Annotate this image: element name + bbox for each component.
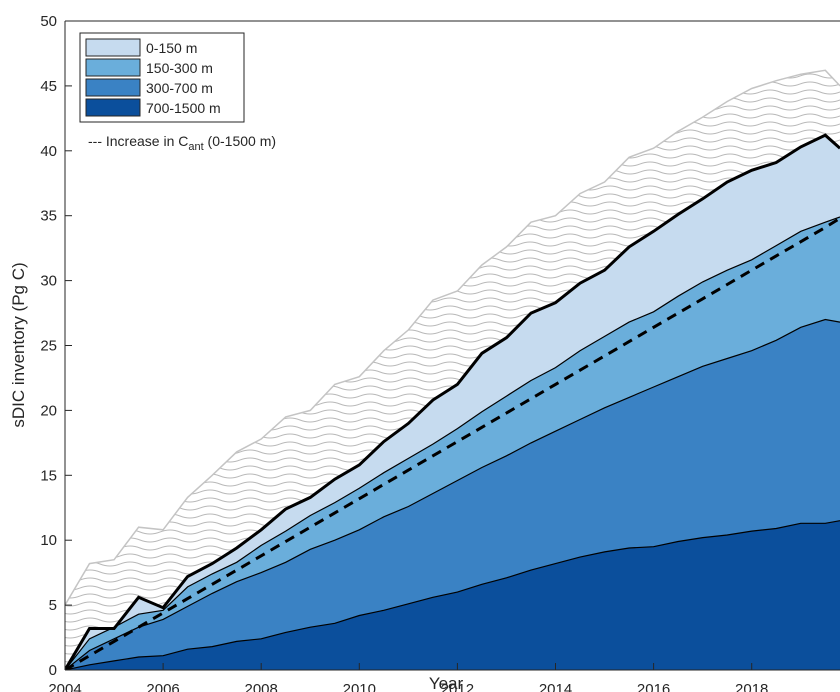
x-tick-label: 2012 bbox=[441, 681, 474, 692]
legend-swatch bbox=[85, 58, 141, 77]
y-tick-label: 50 bbox=[40, 13, 57, 30]
x-tick-label: 2018 bbox=[735, 681, 768, 692]
uncertainty-envelope bbox=[65, 70, 840, 670]
legend-items: 0-150 m 150-300 m 300-700 m 700-1500 m bbox=[85, 38, 221, 117]
x-ticks: 2004 2006 2008 2010 2012 2014 2016 2018 bbox=[48, 663, 768, 692]
y-tick-label: 5 bbox=[49, 597, 57, 614]
legend-cant-suffix: (0-1500 m) bbox=[204, 133, 276, 149]
x-tick-label: 2008 bbox=[245, 681, 278, 692]
x-tick-label: 2014 bbox=[539, 681, 572, 692]
x-tick-label: 2010 bbox=[343, 681, 376, 692]
boundary-0-150-m bbox=[65, 133, 840, 670]
cant-increase-line bbox=[65, 217, 840, 670]
y-tick-label: 15 bbox=[40, 467, 57, 484]
legend-swatch bbox=[85, 98, 141, 117]
legend-swatch bbox=[85, 78, 141, 97]
boundary-150-300-m bbox=[65, 216, 840, 670]
boundary-300-700-m bbox=[65, 318, 840, 670]
y-tick-label: 45 bbox=[40, 78, 57, 95]
x-axis-label: Year bbox=[429, 674, 464, 692]
area-700-1500-m bbox=[65, 520, 840, 670]
boundary-700-1500-m bbox=[65, 520, 840, 670]
legend-label: 0-150 m bbox=[146, 40, 197, 56]
legend: 0-150 m 150-300 m 300-700 m 700-1500 m --- … bbox=[79, 32, 276, 153]
y-tick-label: 30 bbox=[40, 273, 57, 290]
plot-area bbox=[65, 69, 840, 670]
envelope-upper-line bbox=[65, 69, 840, 606]
stacked-areas bbox=[65, 133, 840, 670]
legend-label: 700-1500 m bbox=[146, 100, 221, 116]
legend-label: 150-300 m bbox=[146, 60, 213, 76]
y-tick-label: 25 bbox=[40, 338, 57, 355]
y-tick-label: 20 bbox=[40, 402, 57, 419]
y-tick-label: 10 bbox=[40, 532, 57, 549]
legend-entry-cant: --- Increase in Cant (0-1500 m) bbox=[88, 133, 276, 153]
x-tick-label: 2016 bbox=[637, 681, 670, 692]
legend-cant-text: --- Increase in C bbox=[88, 133, 188, 149]
legend-swatch bbox=[85, 38, 141, 57]
x-tick-label: 2006 bbox=[146, 681, 179, 692]
legend-cant-subscript: ant bbox=[188, 141, 203, 153]
axes: 0 5 10 15 20 25 30 35 40 45 50 2004 2006 2008 2010 201… bbox=[40, 13, 840, 692]
y-axis-label: sDIC inventory (Pg C) bbox=[9, 262, 28, 427]
y-tick-label: 35 bbox=[40, 208, 57, 225]
y-tick-label: 40 bbox=[40, 143, 57, 160]
x-tick-label: 2004 bbox=[48, 681, 81, 692]
y-ticks: 0 5 10 15 20 25 30 35 40 45 50 bbox=[40, 13, 72, 679]
legend-label: 300-700 m bbox=[146, 80, 213, 96]
y-tick-label: 0 bbox=[49, 662, 57, 679]
